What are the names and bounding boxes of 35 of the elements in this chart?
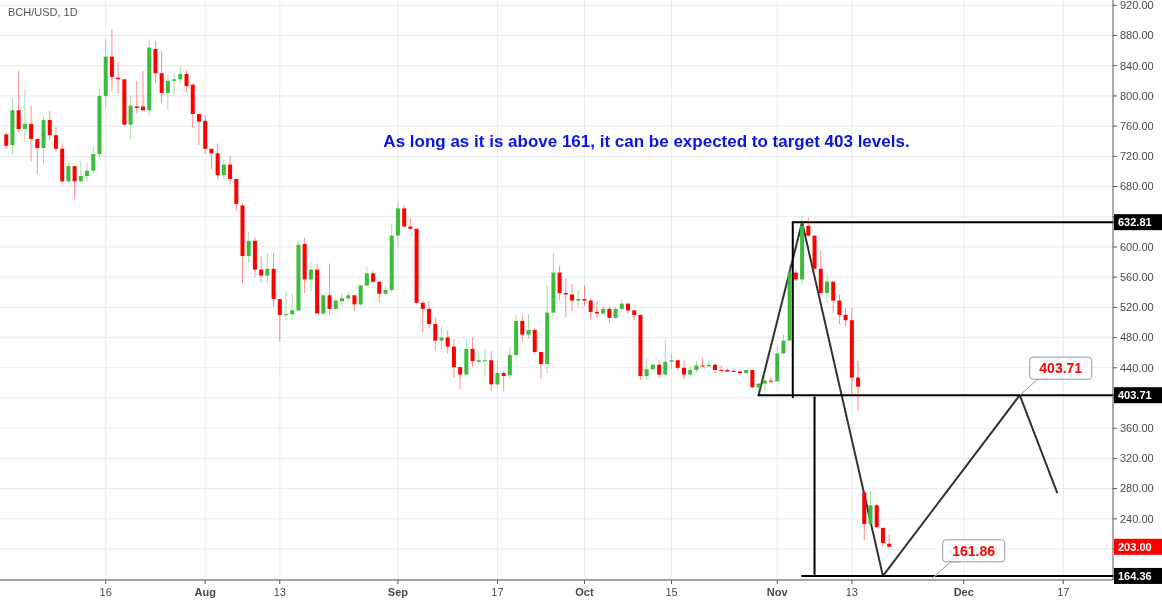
x-tick-label: 13 [273,586,286,598]
annotation: 403.71 [1039,360,1083,377]
y-tick-label: 560.00 [1120,271,1154,284]
x-tick-label: Aug [194,586,216,598]
y-tick-label: 440.00 [1120,361,1154,374]
annotation: 161.86 [952,542,996,559]
y-tick-label: 520.00 [1120,301,1154,314]
x-tick-label: 16 [99,586,112,598]
y-tick-label: 480.00 [1120,331,1154,344]
y-tick-label: 360.00 [1120,422,1154,435]
x-tick-label: Oct [575,586,594,598]
y-tick-label: 600.00 [1120,240,1154,253]
y-tick-label: 240.00 [1120,512,1154,525]
y-tick-label: 760.00 [1120,119,1154,132]
text: BCH/USD, 1D [8,6,78,18]
x-tick-label: 17 [1057,586,1070,598]
y-tick-label: 320.00 [1120,452,1154,465]
x-tick-label: 13 [845,586,858,598]
annotation: As long as it is above 161, it can be expected to target 403 levels. [383,132,910,151]
x-tick-label: Sep [387,586,409,598]
y-tick-label: 880.00 [1120,29,1154,42]
y-tick-label: 800.00 [1120,89,1154,102]
y-tick-label: 280.00 [1120,482,1154,495]
x-tick-label: 15 [665,586,678,598]
x-tick-label: 17 [491,586,504,598]
text: 403.71 [1118,389,1152,402]
y-tick-label: 680.00 [1120,180,1154,193]
y-tick-label: 720.00 [1120,150,1154,163]
x-tick-label: Nov [766,586,789,598]
text: 203.00 [1118,540,1152,553]
text: 164.36 [1118,569,1152,582]
y-tick-label: 840.00 [1120,59,1154,72]
text: 632.81 [1118,216,1152,229]
x-tick-label: Dec [953,586,974,598]
y-tick-label: 920.00 [1120,0,1154,12]
